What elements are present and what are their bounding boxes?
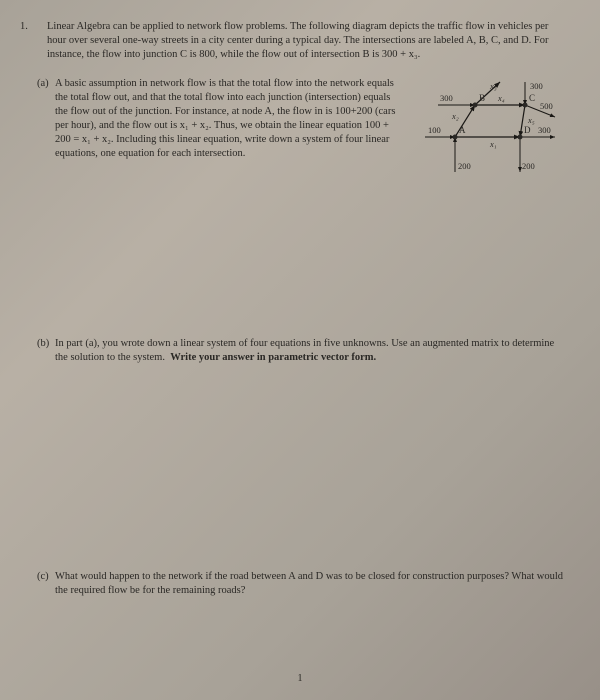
svg-text:100: 100: [428, 125, 441, 135]
part-a: (a) A basic assumption in network flow i…: [55, 77, 565, 197]
part-b: (b) In part (a), you wrote down a linear…: [55, 337, 565, 365]
flow-diagram: 100 200 300 300 500 300 200 x₂ x₃x₄ x₁ x₅ A B C D: [410, 77, 565, 197]
svg-text:x₄: x₄: [497, 93, 505, 103]
svg-text:x₅: x₅: [527, 115, 535, 125]
part-c-label: (c): [37, 570, 49, 584]
part-c: (c) What would happen to the network if …: [55, 570, 565, 598]
svg-text:x₁: x₁: [489, 139, 497, 149]
svg-text:200: 200: [458, 161, 471, 171]
svg-text:500: 500: [540, 101, 553, 111]
problem-number: 1.: [20, 20, 28, 34]
svg-text:x₃: x₃: [489, 81, 497, 91]
svg-text:B: B: [479, 93, 485, 103]
svg-text:300: 300: [440, 93, 453, 103]
svg-text:200: 200: [522, 161, 535, 171]
svg-text:D: D: [524, 125, 531, 135]
page-number: 1: [298, 672, 303, 686]
part-c-text: What would happen to the network if the …: [55, 571, 563, 596]
svg-text:x₂: x₂: [451, 111, 459, 121]
part-b-label: (b): [37, 337, 49, 351]
problem-intro: Linear Algebra can be applied to network…: [47, 20, 565, 63]
svg-text:300: 300: [538, 125, 551, 135]
part-a-label: (a): [37, 77, 49, 91]
svg-text:C: C: [529, 93, 535, 103]
part-a-text: A basic assumption in network flow is th…: [55, 77, 400, 197]
svg-text:A: A: [459, 125, 466, 135]
svg-text:300: 300: [530, 81, 543, 91]
part-b-bold: Write your answer in parametric vector f…: [170, 352, 376, 363]
